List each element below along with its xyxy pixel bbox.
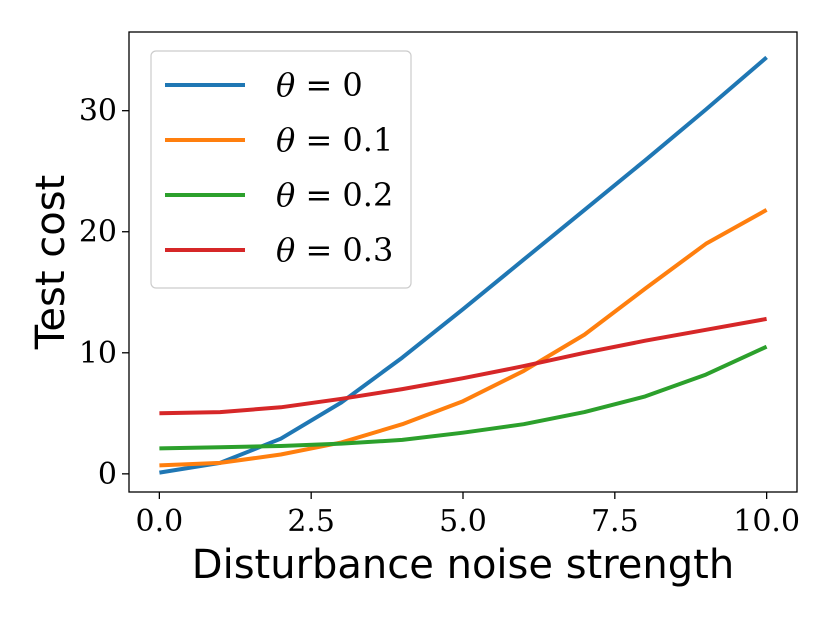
series-line-3 bbox=[159, 316, 767, 416]
x-tick-label: 10.0 bbox=[733, 504, 800, 539]
legend-label-3: θ = 0.3 bbox=[276, 231, 393, 269]
series-line-2 bbox=[159, 344, 768, 451]
x-tick-label: 5.0 bbox=[439, 504, 487, 539]
y-tick-label: 0 bbox=[98, 457, 117, 492]
x-tick-label: 7.5 bbox=[591, 504, 639, 539]
y-tick-label: 20 bbox=[79, 215, 117, 250]
legend-label-0: θ = 0 bbox=[276, 66, 363, 104]
x-tick-label: 0.0 bbox=[136, 504, 184, 539]
legend-label-2: θ = 0.2 bbox=[276, 176, 393, 214]
x-tick-label: 2.5 bbox=[287, 504, 335, 539]
x-axis-label: Disturbance noise strength bbox=[192, 542, 734, 588]
legend-frame bbox=[150, 50, 412, 289]
series-line-1 bbox=[159, 208, 768, 468]
y-axis: 0 10 20 30 bbox=[79, 94, 129, 492]
x-axis: 0.0 2.5 5.0 7.5 10.0 bbox=[136, 492, 800, 539]
y-axis-label: Test cost bbox=[28, 175, 74, 350]
y-tick-label: 30 bbox=[79, 94, 117, 129]
legend-label-1: θ = 0.1 bbox=[276, 121, 393, 159]
legend: θ = 0 θ = 0.1 θ = 0.2 θ = 0.3 bbox=[150, 50, 412, 289]
y-tick-label: 10 bbox=[79, 336, 117, 371]
series-layer bbox=[159, 55, 768, 475]
